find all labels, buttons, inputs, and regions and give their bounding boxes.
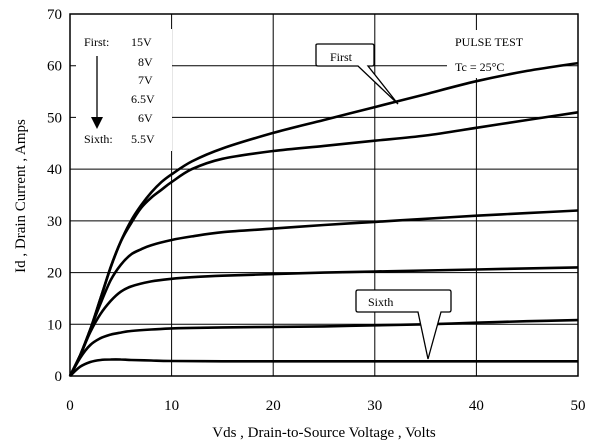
x-tick-label: 40 <box>469 398 484 414</box>
legend-box <box>76 29 172 151</box>
y-tick-label: 60 <box>47 59 62 75</box>
y-tick-label: 40 <box>47 162 62 178</box>
y-tick-label: 30 <box>47 214 62 230</box>
callout-sixth-text: Sixth <box>368 295 393 309</box>
legend-vgs-2: 8V <box>138 55 153 69</box>
series-line-2 <box>68 111 579 377</box>
series-line-3 <box>68 209 579 377</box>
callout-sixth-bubble <box>355 289 452 360</box>
legend-sixth-label: Sixth: <box>84 132 113 146</box>
legend-vgs-1: 15V <box>131 35 152 49</box>
tc-label: Tc = 25°C <box>455 60 504 74</box>
y-tick-label: 20 <box>47 266 62 282</box>
x-tick-label: 10 <box>164 398 179 414</box>
x-axis-label: Vds , Drain-to-Source Voltage , Volts <box>212 425 436 441</box>
x-tick-label: 20 <box>266 398 281 414</box>
series-line-6 <box>69 358 578 377</box>
plot-frame <box>69 13 579 377</box>
y-tick-label: 70 <box>47 7 62 23</box>
y-axis-label: Id , Drain Current , Amps <box>13 119 29 273</box>
series-line-4 <box>68 266 579 377</box>
x-tick-label: 50 <box>571 398 586 414</box>
legend-vgs-4: 6.5V <box>131 92 155 106</box>
x-tick-label: 30 <box>367 398 382 414</box>
pulse-test-label: PULSE TEST <box>455 35 524 49</box>
y-tick-label: 0 <box>55 369 63 385</box>
callout-first-bubble <box>315 43 399 105</box>
callout-first-text: First <box>330 50 353 64</box>
series-line-5 <box>68 318 579 377</box>
legend-first-label: First: <box>84 35 109 49</box>
legend-arrow-head-icon <box>91 117 103 129</box>
legend-vgs-5: 6V <box>138 111 153 125</box>
y-tick-label: 50 <box>47 110 62 126</box>
legend-vgs-3: 7V <box>138 73 153 87</box>
x-tick-label: 0 <box>66 398 74 414</box>
y-tick-label: 10 <box>47 317 62 333</box>
legend-vgs-6: 5.5V <box>131 132 155 146</box>
